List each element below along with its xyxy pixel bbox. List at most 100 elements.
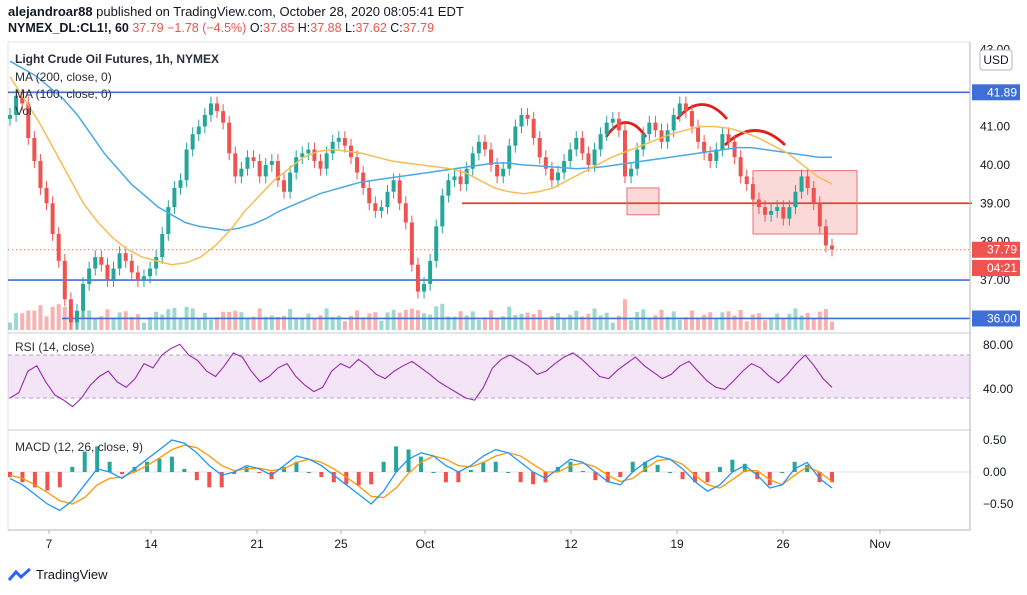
macd-histogram-bar <box>381 461 386 472</box>
candle-body <box>166 207 171 234</box>
candle-body <box>726 134 731 142</box>
volume-bar <box>154 311 159 330</box>
ma100-legend[interactable]: MA (100, close, 0) <box>15 87 112 101</box>
volume-bar <box>355 310 360 330</box>
candle-body <box>641 134 646 150</box>
chart-title: Light Crude Oil Futures, 1h, NYMEX <box>15 52 220 66</box>
volume-bar <box>683 317 688 330</box>
volume-bar <box>811 318 816 330</box>
candle-body <box>14 95 19 115</box>
macd-histogram-bar <box>45 472 50 491</box>
candle-body <box>300 153 305 158</box>
volume-bar <box>239 312 244 330</box>
candle-body <box>817 203 822 227</box>
low-label: L: <box>345 21 356 35</box>
candle-body <box>683 103 688 112</box>
ma200-legend[interactable]: MA (200, close, 0) <box>15 70 112 84</box>
x-tick-label: Nov <box>869 537 890 551</box>
candle-body <box>732 141 737 158</box>
macd-histogram-bar <box>518 472 523 483</box>
x-tick-label: 19 <box>670 537 684 551</box>
macd-histogram-bar <box>32 472 37 488</box>
candle-body <box>720 134 725 150</box>
candle-body <box>184 149 189 181</box>
pattern-arc <box>604 121 648 138</box>
macd-histogram-bar <box>344 472 349 485</box>
volume-legend[interactable]: Vol <box>15 104 32 118</box>
candle-body <box>769 210 774 215</box>
macd-histogram-bar <box>618 472 623 478</box>
candle-body <box>592 149 597 165</box>
volume-bar <box>123 311 128 330</box>
candle-body <box>26 103 31 138</box>
volume-bar <box>111 317 116 330</box>
macd-histogram-bar <box>319 472 324 478</box>
footer-brand[interactable]: TradingView <box>8 567 108 582</box>
volume-bar <box>99 316 104 330</box>
candle-body <box>56 234 61 261</box>
volume-bar <box>744 321 749 330</box>
price-label-bg <box>972 310 1020 327</box>
volume-bar <box>543 319 548 330</box>
author-name[interactable]: alejandroar88 <box>8 4 93 19</box>
currency-label: USD <box>983 53 1009 67</box>
symbol: NYMEX_DL:CL1!, 60 <box>8 21 129 35</box>
volume-bar <box>275 317 280 330</box>
macd-histogram-bar <box>8 472 12 478</box>
volume-bar <box>726 311 731 330</box>
volume-bar <box>775 313 780 330</box>
candle-body <box>696 126 701 142</box>
candle-body <box>470 153 475 169</box>
low-value: 37.62 <box>355 21 387 35</box>
price-label: 36.00 <box>987 311 1017 325</box>
publish-text: published on TradingView.com, October 28… <box>96 4 464 19</box>
candle-body <box>62 260 67 300</box>
candle-body <box>653 122 658 131</box>
volume-bar <box>361 317 366 330</box>
macd-histogram-bar <box>232 472 237 475</box>
price-label: 04:21 <box>987 261 1017 275</box>
macd-histogram-bar <box>792 461 797 472</box>
volume-bar <box>117 312 122 330</box>
plot-frame <box>7 41 971 531</box>
volume-bar <box>227 311 232 330</box>
volume-bar <box>148 317 153 330</box>
volume-bar <box>799 315 804 330</box>
close-label: C: <box>390 21 403 35</box>
volume-bar <box>537 310 542 330</box>
shoulder-box <box>626 187 660 216</box>
candle-body <box>647 122 652 135</box>
volume-bar <box>549 315 554 330</box>
macd-histogram-bar <box>668 472 673 473</box>
volume-bar <box>452 316 457 330</box>
volume-bar <box>702 314 707 330</box>
volume-bar <box>458 311 463 330</box>
volume-bar <box>422 313 427 330</box>
volume-bar <box>446 316 451 330</box>
candle-body <box>677 103 682 115</box>
candle-body <box>93 257 98 269</box>
rsi-pane <box>8 343 970 408</box>
volume-bar <box>470 311 475 330</box>
candle-body <box>440 195 445 227</box>
candle-body <box>385 191 390 208</box>
price-label: 37.79 <box>987 243 1017 257</box>
candle-body <box>288 172 293 192</box>
candle-body <box>689 111 694 127</box>
candle-body <box>513 126 518 146</box>
candle-body <box>123 253 128 261</box>
price-change: −1.78 (−4.5%) <box>167 21 247 35</box>
breakdown-box <box>752 170 858 235</box>
macd-histogram-bar <box>655 464 660 472</box>
macd-legend[interactable]: MACD (12, 26, close, 9) <box>15 440 144 454</box>
candle-body <box>604 122 609 135</box>
candle-body <box>708 153 713 162</box>
macd-histogram-bar <box>742 463 747 472</box>
rsi-legend[interactable]: RSI (14, close) <box>15 340 95 354</box>
candle-body <box>221 111 226 123</box>
macd-histogram-bar <box>306 472 311 473</box>
macd-histogram-bar <box>82 451 87 472</box>
candle-body <box>489 149 494 165</box>
candle-body <box>616 118 621 131</box>
